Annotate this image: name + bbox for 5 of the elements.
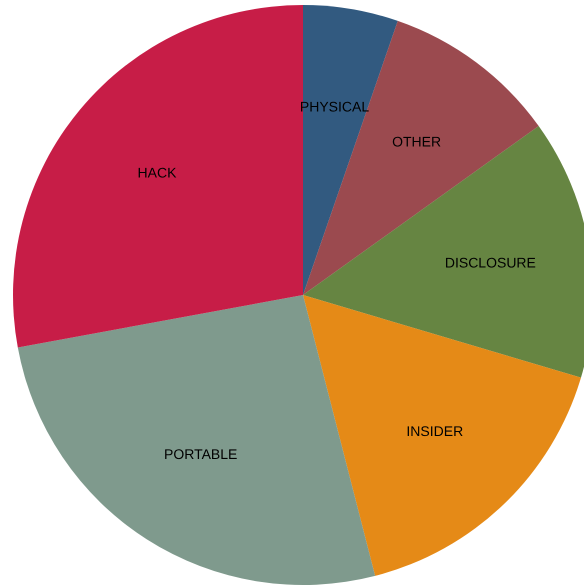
slice-label: DISCLOSURE	[444, 254, 536, 271]
slice-label: PORTABLE	[164, 446, 238, 462]
slice-label: INSIDER	[406, 422, 464, 439]
slice-label: HACK	[138, 164, 178, 180]
slice-label: OTHER	[392, 134, 442, 150]
